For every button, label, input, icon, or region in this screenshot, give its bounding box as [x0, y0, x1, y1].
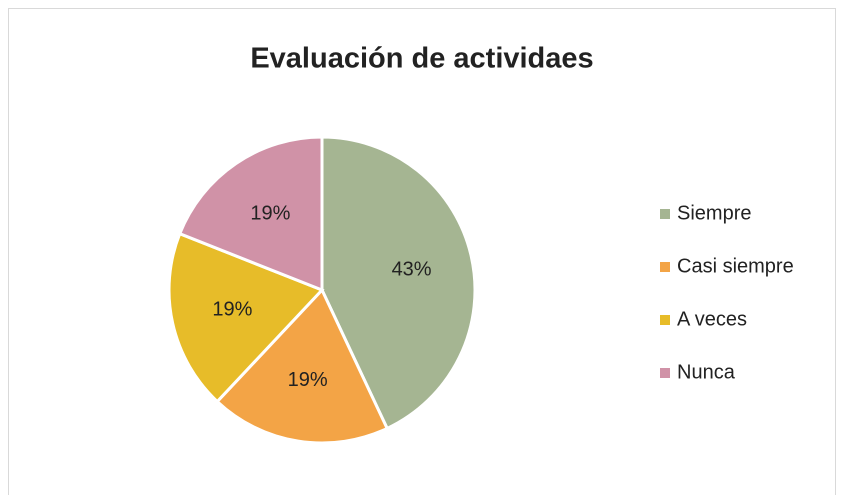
legend-swatch	[660, 209, 670, 219]
data-label: 43%	[392, 258, 432, 280]
data-label: 19%	[250, 202, 290, 224]
legend-label: A veces	[677, 308, 747, 330]
pie-slice	[320, 135, 477, 431]
pie-slice	[215, 287, 390, 445]
legend-swatch	[660, 262, 670, 272]
legend-swatch	[660, 368, 670, 378]
data-label: 19%	[288, 369, 328, 391]
legend-label: Nunca	[677, 361, 736, 383]
legend-swatch	[660, 315, 670, 325]
pie-slice	[177, 135, 324, 293]
legend-label: Siempre	[677, 202, 751, 224]
chart-title: Evaluación de actividaes	[250, 43, 593, 75]
legend-label: Casi siempre	[677, 255, 794, 277]
data-label: 19%	[212, 298, 252, 320]
